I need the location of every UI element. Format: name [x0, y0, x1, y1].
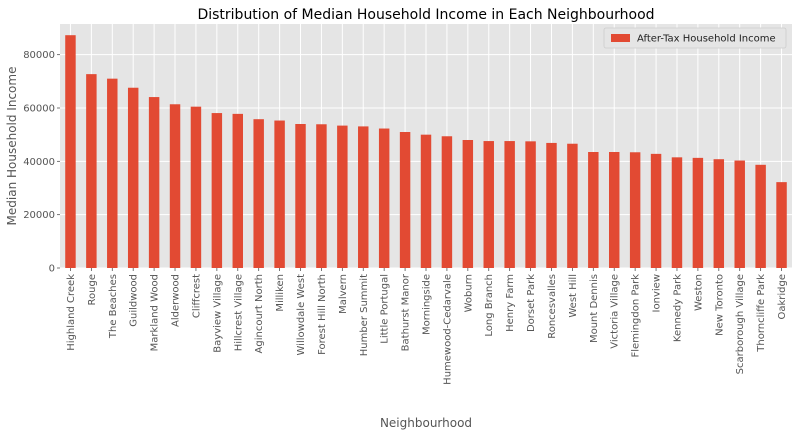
legend: After-Tax Household Income — [603, 27, 787, 49]
bar — [86, 74, 97, 268]
x-tick-label: The Beaches — [108, 274, 119, 339]
y-tick-label: 40000 — [23, 157, 55, 168]
bar — [713, 159, 725, 268]
bar — [107, 78, 118, 269]
bar — [190, 106, 202, 269]
x-tick-label: Roncesvalles — [547, 274, 558, 339]
x-tick-label: Alderwood — [171, 274, 182, 327]
legend-swatch — [611, 34, 630, 42]
x-axis-ticks: Highland Creek Rouge The Beaches Guildwood M… — [66, 268, 788, 385]
x-tick-label: Little Portugal — [380, 274, 391, 344]
bar — [127, 87, 139, 268]
bar — [378, 128, 390, 268]
x-tick-label: Ionview — [652, 274, 663, 312]
bar — [148, 97, 160, 268]
x-tick-label: Bayview Village — [212, 274, 223, 353]
x-tick-label: New Toronto — [714, 274, 725, 336]
x-tick-label: Mount Dennis — [589, 274, 600, 343]
bar — [671, 157, 683, 268]
x-tick-label: Rouge — [87, 274, 98, 305]
bar — [337, 125, 348, 268]
x-tick-label: Scarborough Village — [735, 274, 746, 374]
x-tick-label: Agincourt North — [254, 274, 265, 353]
y-tick-label: 60000 — [23, 104, 55, 115]
bar — [692, 157, 704, 268]
x-tick-label: Highland Creek — [66, 274, 77, 351]
x-axis-label: Neighbourhood — [380, 416, 472, 430]
x-tick-label: Milliken — [275, 274, 286, 312]
bar — [609, 152, 620, 268]
bar — [295, 124, 306, 268]
bar — [211, 113, 223, 268]
x-tick-label: Bathurst Manor — [401, 273, 412, 351]
x-tick-label: Weston — [693, 274, 704, 311]
x-tick-label: Morningside — [422, 274, 433, 335]
x-tick-label: Henry Farm — [505, 274, 516, 332]
x-tick-label: Woburn — [463, 274, 474, 312]
bar — [169, 104, 181, 269]
x-tick-label: Long Branch — [484, 274, 495, 337]
x-tick-label: Guildwood — [129, 274, 140, 327]
x-tick-label: Humber Summit — [359, 274, 370, 356]
bar — [629, 152, 641, 268]
bar — [462, 140, 474, 268]
y-axis-ticks: 0 20000 40000 60000 80000 — [23, 50, 60, 275]
x-tick-label: Thorncliffe Park — [756, 274, 767, 353]
x-tick-label: Flemingdon Park — [631, 274, 642, 358]
x-tick-label: Hillcrest Village — [233, 274, 244, 351]
y-axis-label: Median Household Income — [5, 67, 19, 226]
bar — [253, 119, 264, 268]
x-tick-label: Oakridge — [777, 274, 788, 320]
bar — [776, 182, 787, 268]
bar — [232, 113, 243, 268]
bar — [567, 143, 578, 268]
x-tick-label: West Hill — [568, 274, 579, 318]
bar — [274, 120, 285, 269]
bar — [588, 152, 599, 268]
bar — [650, 153, 662, 268]
y-tick-label: 0 — [49, 264, 55, 275]
bar — [504, 141, 515, 268]
x-tick-label: Dorset Park — [526, 274, 537, 332]
chart-title: Distribution of Median Household Income … — [197, 7, 654, 23]
x-tick-label: Malvern — [338, 274, 349, 314]
x-tick-label: Cliffcrest — [191, 274, 202, 318]
bar — [441, 136, 453, 268]
bar — [65, 35, 76, 269]
bar — [546, 142, 557, 268]
x-tick-label: Kennedy Park — [672, 274, 683, 342]
x-tick-label: Forest Hill North — [317, 274, 328, 355]
bar — [525, 141, 536, 268]
bar — [483, 141, 494, 268]
y-tick-label: 80000 — [23, 50, 55, 61]
y-tick-label: 20000 — [23, 210, 55, 221]
bars — [65, 35, 787, 269]
x-tick-label: Victoria Village — [610, 274, 621, 349]
bar — [420, 134, 432, 268]
bar — [358, 126, 369, 269]
bar — [399, 132, 411, 268]
bar — [316, 124, 327, 269]
x-tick-label: Markland Wood — [150, 274, 161, 351]
x-tick-label: Humewood-Cedarvale — [442, 274, 453, 385]
bar — [734, 160, 745, 268]
x-tick-label: Willowdale West — [296, 274, 307, 356]
legend-label: After-Tax Household Income — [637, 34, 776, 45]
legend-box — [603, 27, 787, 49]
bar — [755, 164, 766, 268]
